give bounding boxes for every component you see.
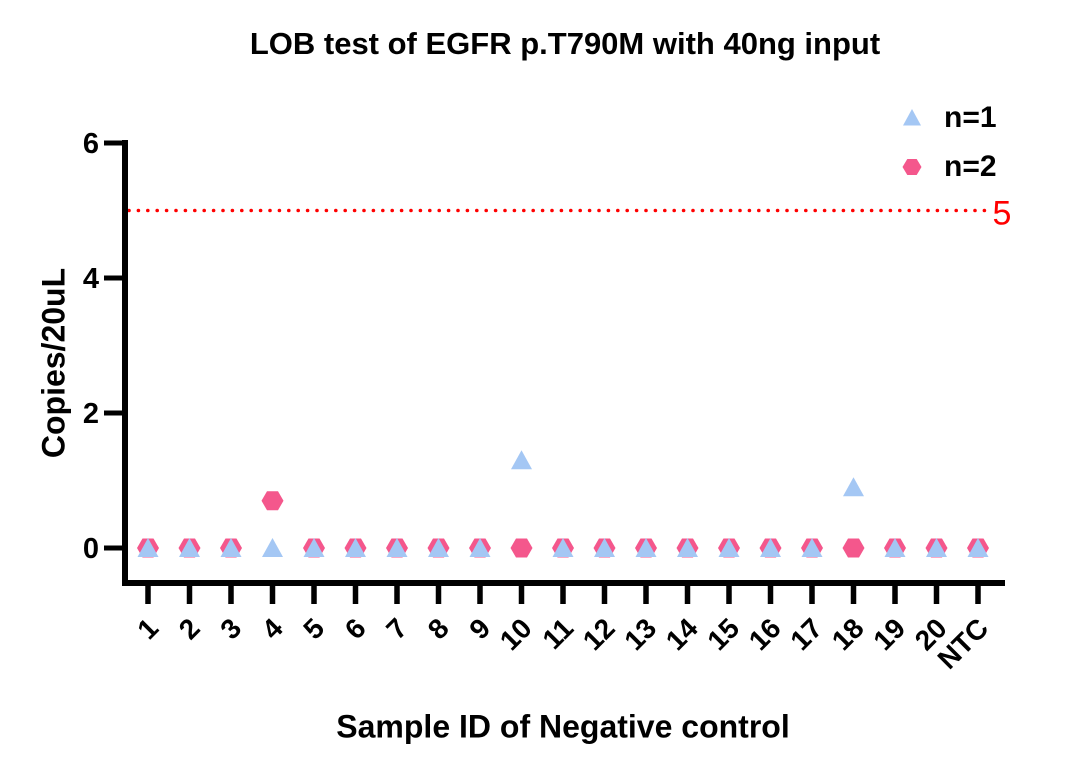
data-point-triangle-marker xyxy=(801,538,823,557)
y-tick-label: 0 xyxy=(83,533,99,565)
x-tick-label: 10 xyxy=(494,612,538,656)
legend-triangle-marker xyxy=(903,109,921,126)
data-point-triangle-marker xyxy=(718,538,740,557)
hexagon-icon xyxy=(902,159,922,175)
x-tick-label: 13 xyxy=(618,612,662,656)
data-point-triangle-marker xyxy=(428,538,449,557)
x-tick-label: 9 xyxy=(463,612,496,645)
data-point-triangle-marker xyxy=(967,538,989,557)
triangle-icon xyxy=(903,109,921,126)
x-tick-label: 2 xyxy=(173,612,206,645)
data-point-hexagon-marker xyxy=(261,491,284,511)
data-point-triangle-marker xyxy=(552,538,574,557)
legend-label-n2: n=2 xyxy=(944,150,997,183)
data-point-triangle-marker xyxy=(884,538,906,557)
threshold-value-label: 5 xyxy=(992,194,1012,233)
data-point-triangle-marker xyxy=(926,538,947,557)
data-point-triangle-marker xyxy=(303,538,325,557)
x-tick-label: 12 xyxy=(577,612,621,656)
x-tick-label: 18 xyxy=(826,612,870,656)
y-axis-title: Copies/20uL xyxy=(35,267,72,459)
x-tick-label: 15 xyxy=(701,612,745,656)
data-point-triangle-marker xyxy=(386,538,408,557)
x-tick-label: 5 xyxy=(297,612,330,645)
legend-item-n2: n=2 xyxy=(898,147,997,187)
data-point-triangle-marker xyxy=(345,538,366,557)
y-tick-label: 4 xyxy=(83,263,99,295)
legend-label-n1: n=1 xyxy=(944,101,997,134)
legend-hexagon-marker xyxy=(902,159,922,175)
data-point-triangle-marker xyxy=(137,538,159,557)
chart-title: LOB test of EGFR p.T790M with 40ng input xyxy=(249,26,881,61)
data-point-triangle-marker xyxy=(635,538,657,557)
data-point-triangle-marker xyxy=(179,538,200,557)
data-point-triangle-marker xyxy=(594,538,615,557)
data-point-triangle-marker xyxy=(220,538,242,557)
data-point-hexagon-marker xyxy=(510,538,533,558)
data-point-triangle-marker xyxy=(677,538,698,557)
data-point-triangle-marker xyxy=(843,477,864,497)
y-tick-label: 6 xyxy=(83,128,99,160)
x-tick-label: 4 xyxy=(256,612,289,645)
x-tick-label: 14 xyxy=(660,612,704,656)
x-tick-label: 16 xyxy=(743,612,787,656)
axes xyxy=(122,140,1005,586)
x-tick-label: 17 xyxy=(784,612,828,656)
x-tick-label: NTC xyxy=(932,612,995,675)
data-point-hexagon-marker xyxy=(842,538,865,558)
x-tick-label: 8 xyxy=(422,612,455,645)
legend-item-n1: n=1 xyxy=(898,98,997,138)
x-tick-label: 6 xyxy=(339,612,372,645)
data-point-triangle-marker xyxy=(760,538,781,557)
x-tick-label: 19 xyxy=(867,612,911,656)
y-tick-label: 2 xyxy=(83,398,99,430)
data-point-triangle-marker xyxy=(469,538,491,557)
x-axis-title: Sample ID of Negative control xyxy=(336,708,790,745)
x-tick-label: 11 xyxy=(536,612,579,655)
data-point-triangle-marker xyxy=(511,450,532,470)
legend: n=1 n=2 xyxy=(898,98,997,196)
x-tick-label: 3 xyxy=(214,612,247,645)
x-tick-label: 7 xyxy=(380,612,413,645)
data-point-triangle-marker xyxy=(262,538,283,557)
x-tick-label: 1 xyxy=(131,612,164,645)
